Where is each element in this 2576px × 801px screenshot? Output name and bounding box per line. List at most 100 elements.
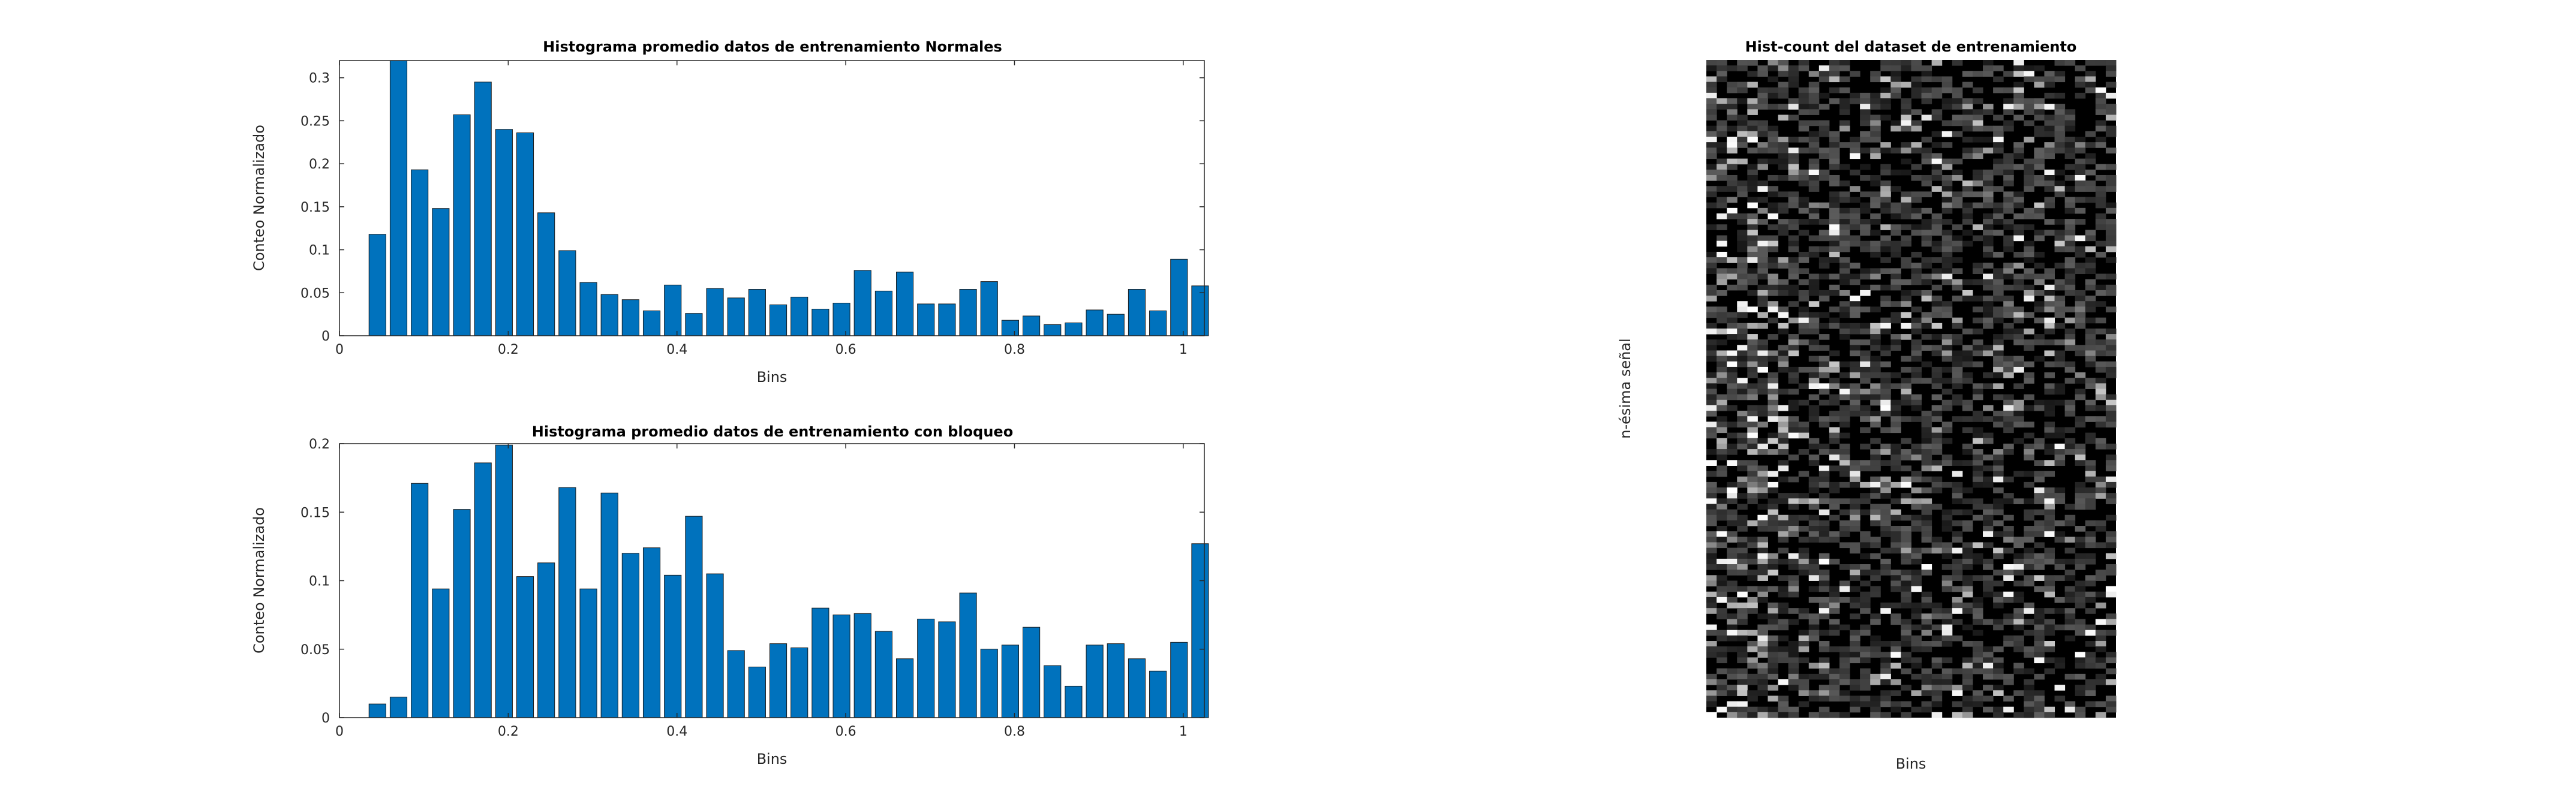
heatmap-cell xyxy=(1829,224,1840,230)
heatmap-cell xyxy=(1778,438,1789,444)
heatmap-cell xyxy=(1839,690,1850,696)
heatmap-cell xyxy=(1850,92,1860,99)
heatmap-cell xyxy=(2105,131,2117,137)
heatmap-cell xyxy=(1818,608,1830,614)
heatmap-cell xyxy=(1717,350,1727,357)
heatmap-cell xyxy=(1727,481,1738,488)
heatmap-cell xyxy=(1931,690,1943,696)
heatmap-cell xyxy=(1972,268,1983,275)
heatmap-cell xyxy=(1983,657,1994,664)
heatmap-cell xyxy=(1717,421,1727,427)
heatmap-cell xyxy=(2003,87,2014,94)
heatmap-cell xyxy=(1717,471,1727,477)
heatmap-cell xyxy=(1737,180,1748,186)
normales-bar xyxy=(537,212,555,336)
heatmap-cell xyxy=(1931,301,1943,307)
heatmap-cell xyxy=(1962,706,1973,713)
heatmap-cell xyxy=(1993,580,2004,587)
bloqueo-xtick-label: 0.2 xyxy=(498,724,519,739)
heatmap-cell xyxy=(1931,465,1943,472)
heatmap-cell xyxy=(2105,350,2117,357)
heatmap-cell xyxy=(1798,296,1809,302)
heatmap-cell xyxy=(2064,197,2076,203)
heatmap-cell xyxy=(1747,197,1758,203)
heatmap-cell xyxy=(1717,317,1727,324)
heatmap-cell xyxy=(1931,60,1943,66)
heatmap-cell xyxy=(1717,312,1727,318)
heatmap-cell xyxy=(1901,619,1911,625)
heatmap-cell xyxy=(2085,87,2096,94)
heatmap-cell xyxy=(1962,230,1973,236)
heatmap-cell xyxy=(1798,673,1809,680)
heatmap-cell xyxy=(1757,296,1768,302)
heatmap-cell xyxy=(1880,65,1891,71)
heatmap-cell xyxy=(2013,613,2024,619)
heatmap-cell xyxy=(1941,174,1953,181)
heatmap-cell xyxy=(1911,323,1922,329)
heatmap-cell xyxy=(2064,147,2076,153)
heatmap-cell xyxy=(1890,251,1901,258)
heatmap-cell xyxy=(1972,427,1983,433)
heatmap-cell xyxy=(1850,301,1860,307)
heatmap-cell xyxy=(1778,603,1789,609)
heatmap-cell xyxy=(2064,142,2076,148)
heatmap-cell xyxy=(1737,712,1748,718)
heatmap-cell xyxy=(2085,608,2096,614)
heatmap-cell xyxy=(1717,487,1727,493)
heatmap-cell xyxy=(1798,537,1809,543)
heatmap-cell xyxy=(2013,553,2024,559)
heatmap-cell xyxy=(1972,481,1983,488)
heatmap-cell xyxy=(1901,624,1911,631)
heatmap-cell xyxy=(2105,235,2117,242)
heatmap-cell xyxy=(1911,624,1922,631)
heatmap-cell xyxy=(1798,630,1809,636)
heatmap-cell xyxy=(1850,306,1860,313)
heatmap-cell xyxy=(1717,240,1727,247)
heatmap-cell xyxy=(1788,345,1799,351)
heatmap-cell xyxy=(1808,366,1820,373)
heatmap-cell xyxy=(1788,246,1799,252)
heatmap-cell xyxy=(1860,685,1871,691)
heatmap-xlabel: Bins xyxy=(1896,755,1926,772)
heatmap-cell xyxy=(1952,257,1963,263)
heatmap-cell xyxy=(1870,328,1881,335)
heatmap-cell xyxy=(1829,131,1840,137)
heatmap-cell xyxy=(1768,142,1779,148)
heatmap-cell xyxy=(1983,706,1994,713)
heatmap-cell xyxy=(1768,712,1779,718)
heatmap-cell xyxy=(1829,213,1840,219)
heatmap-cell xyxy=(1952,323,1963,329)
heatmap-cell xyxy=(1798,125,1809,132)
heatmap-cell xyxy=(1890,312,1901,318)
heatmap-cell xyxy=(1993,531,2004,537)
heatmap-cell xyxy=(1962,71,1973,77)
heatmap-cell xyxy=(1717,438,1727,444)
heatmap-cell xyxy=(1798,279,1809,285)
heatmap-cell xyxy=(1850,646,1860,652)
heatmap-cell xyxy=(1983,169,1994,176)
heatmap-cell xyxy=(2075,498,2086,504)
heatmap-cell xyxy=(1911,191,1922,198)
heatmap-cell xyxy=(2095,290,2106,296)
bloqueo-bar xyxy=(790,647,808,718)
heatmap-cell xyxy=(1757,312,1768,318)
heatmap-cell xyxy=(1747,394,1758,401)
heatmap-cell xyxy=(2024,701,2034,707)
heatmap-cell xyxy=(1962,547,1973,554)
heatmap-cell xyxy=(1737,421,1748,427)
heatmap-cell xyxy=(1860,679,1871,685)
heatmap-cell xyxy=(1757,421,1768,427)
heatmap-cell xyxy=(1931,608,1943,614)
heatmap-cell xyxy=(1808,570,1820,576)
heatmap-cell xyxy=(1962,186,1973,192)
heatmap-cell xyxy=(1706,547,1717,554)
heatmap-cell xyxy=(1717,509,1727,516)
normales-bar xyxy=(579,282,597,336)
heatmap-cell xyxy=(1941,301,1953,307)
heatmap-cell xyxy=(2075,673,2086,680)
heatmap-cell xyxy=(2024,630,2034,636)
heatmap-cell xyxy=(1747,389,1758,395)
heatmap-cell xyxy=(1747,136,1758,143)
heatmap-cell xyxy=(2095,174,2106,181)
heatmap-cell xyxy=(2034,202,2045,209)
